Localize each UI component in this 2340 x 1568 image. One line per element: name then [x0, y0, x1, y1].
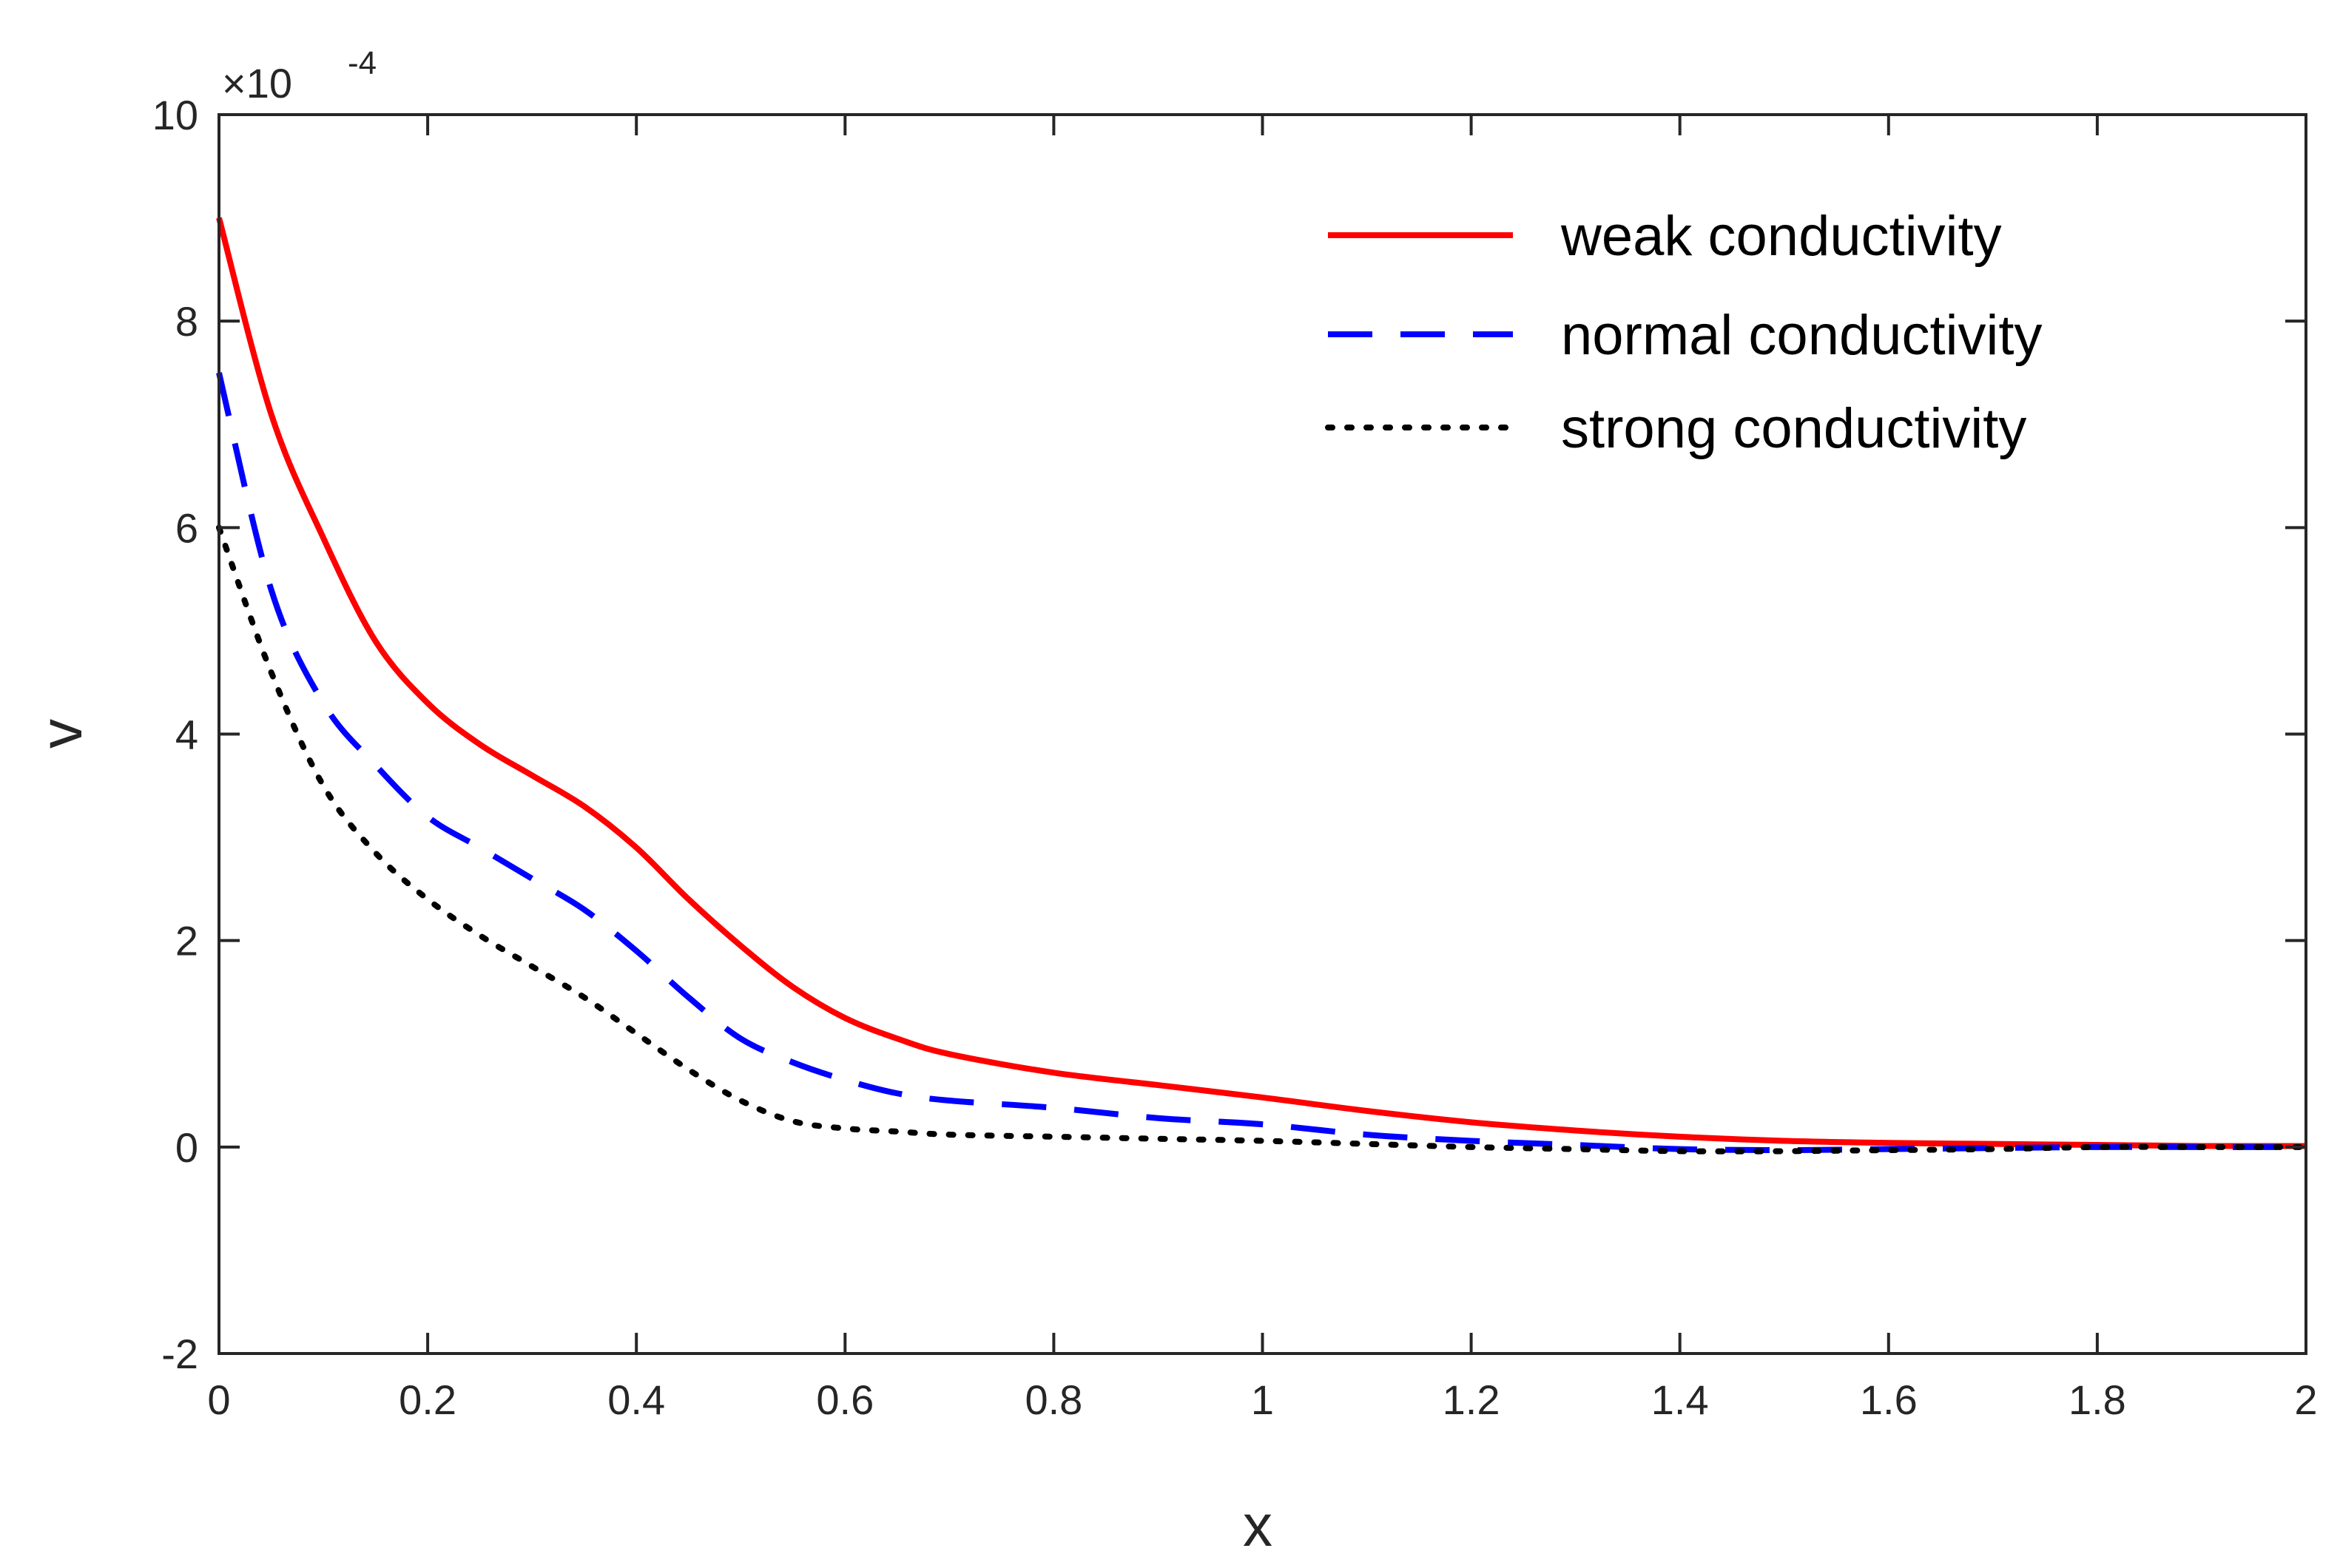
y-tick-label: 8	[175, 298, 198, 345]
x-tick-label: 0	[207, 1376, 230, 1423]
series-line-weak-conductivity	[216, 217, 2307, 1149]
x-tick-label: 1	[1251, 1376, 1274, 1423]
y-tick-label: 10	[152, 92, 198, 138]
y-axis-title: v	[28, 719, 94, 748]
y-tick-label: -2	[161, 1331, 198, 1377]
x-axis-title: x	[1243, 1493, 1272, 1558]
y-exponent-base: ×10	[222, 60, 292, 107]
x-tick-label: 1.8	[2068, 1376, 2126, 1423]
x-tick-label: 1.4	[1651, 1376, 1709, 1423]
series-line-strong-conductivity	[216, 524, 2309, 1155]
y-tick-label: 0	[175, 1124, 198, 1171]
series-layer	[216, 217, 2309, 1155]
y-exponent-power: -4	[348, 45, 377, 81]
y-tick-label: 6	[175, 504, 198, 551]
x-tick-label: 0.8	[1025, 1376, 1082, 1423]
x-tick-label: 0.4	[607, 1376, 665, 1423]
legend-label: normal conductivity	[1561, 304, 2043, 367]
y-tick-label: 4	[175, 712, 198, 758]
x-tick-label: 0.2	[399, 1376, 456, 1423]
legend-label: weak conductivity	[1560, 205, 2002, 268]
x-tick-label: 2	[2294, 1376, 2317, 1423]
y-exponent: ×10 -4	[222, 45, 377, 107]
legend: weak conductivity normal conductivity stro…	[1325, 205, 2043, 460]
legend-label: strong conductivity	[1561, 397, 2026, 460]
y-tick-label: 2	[175, 918, 198, 964]
x-tick-label: 1.6	[1860, 1376, 1918, 1423]
x-tick-label: 0.6	[816, 1376, 874, 1423]
x-tick-label: 1.2	[1443, 1376, 1500, 1423]
series-line-normal-conductivity	[216, 372, 2306, 1154]
